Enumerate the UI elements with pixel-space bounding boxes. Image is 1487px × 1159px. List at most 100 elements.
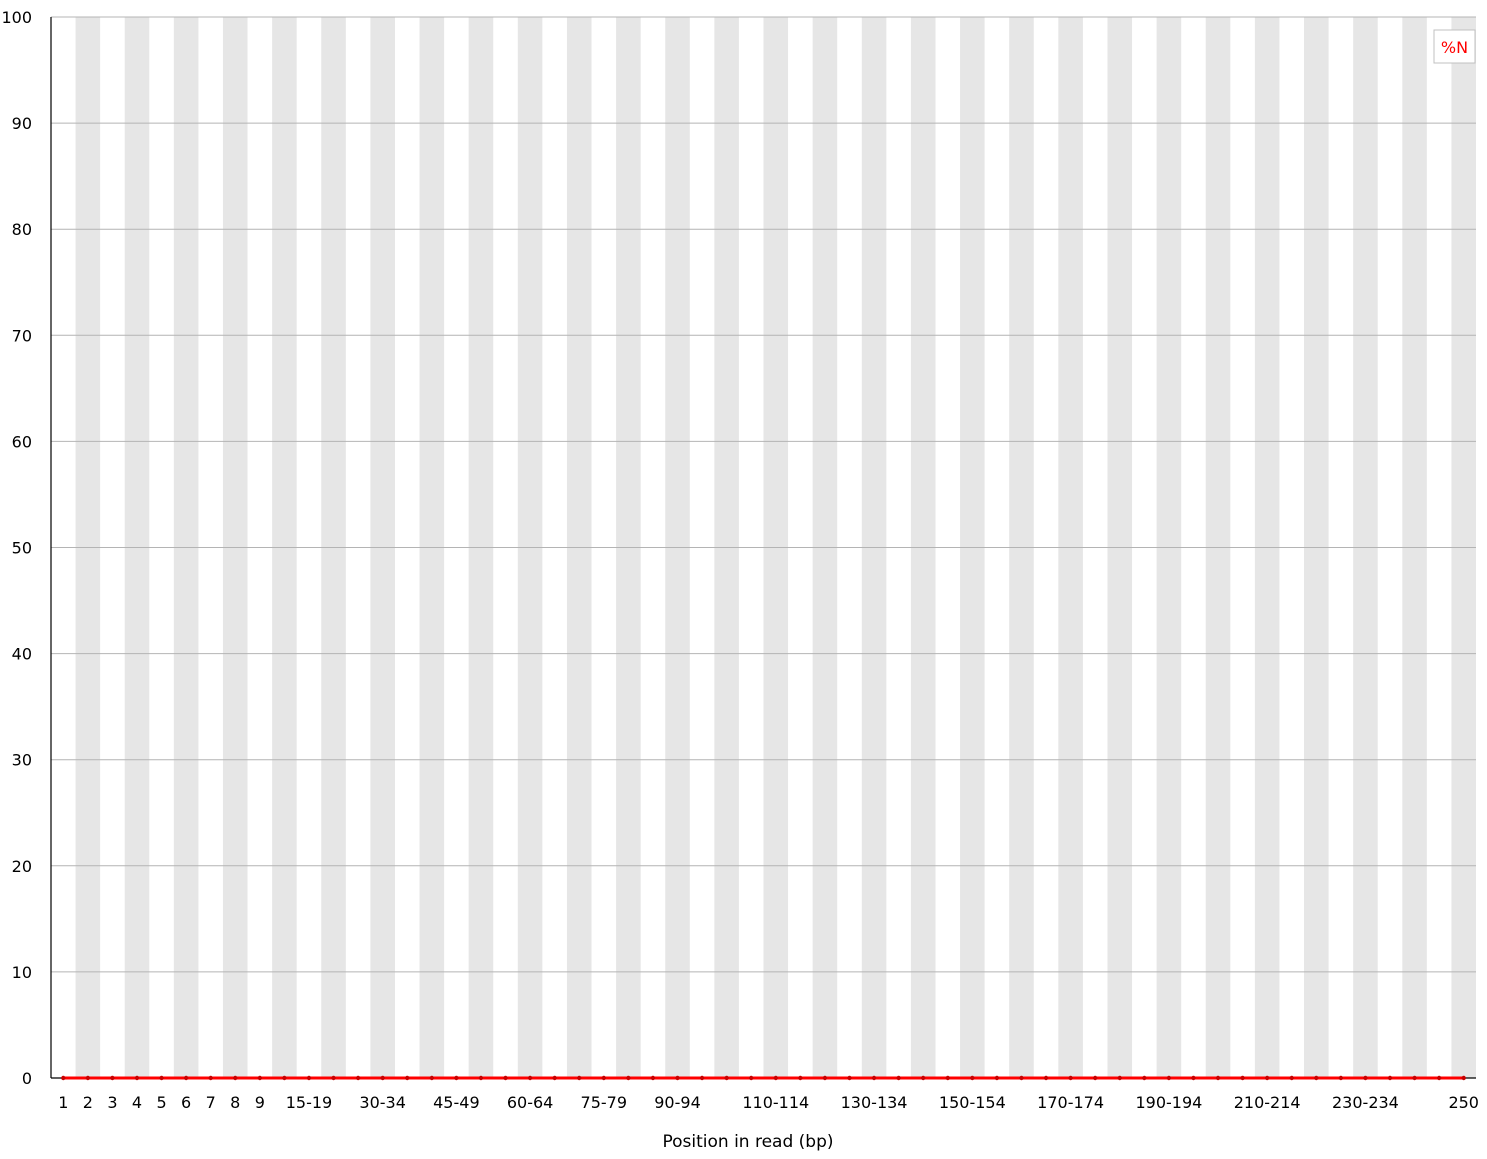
y-tick-label-40: 40 (12, 645, 32, 664)
data-point-245-249 (1436, 1075, 1442, 1081)
data-point-4 (134, 1075, 140, 1081)
y-tick-label-50: 50 (12, 539, 32, 558)
data-point-135-139 (896, 1075, 901, 1081)
x-axis-ticks: 1 2 3 4 5 6 7 8 9 15-19 30-34 45-49 60-64 75-79 90-94 1… (58, 1093, 1479, 1112)
y-tick-label-30: 30 (12, 751, 32, 770)
data-point-205-209 (1240, 1075, 1245, 1081)
data-point-8 (233, 1075, 238, 1081)
x-tick-label-9: 9 (255, 1093, 265, 1112)
data-point-235-239 (1387, 1075, 1393, 1081)
data-point-7 (208, 1075, 213, 1081)
data-point-65-69 (552, 1075, 557, 1081)
x-tick-label-2: 2 (83, 1093, 93, 1112)
y-axis-ticks: 0 10 20 30 40 50 60 70 80 90 100 (1, 8, 32, 1088)
x-tick-label-4: 4 (132, 1093, 142, 1112)
data-point-110-114 (773, 1075, 778, 1081)
data-point-200-204 (1215, 1075, 1221, 1081)
x-tick-label-170-174: 170-174 (1037, 1093, 1104, 1112)
data-point-225-229 (1338, 1075, 1344, 1081)
data-point-55-59 (503, 1075, 508, 1081)
data-point-35-39 (405, 1075, 410, 1081)
data-point-95-99 (699, 1075, 705, 1081)
data-point-150-154 (970, 1075, 975, 1081)
y-tick-label-60: 60 (12, 432, 32, 451)
y-tick-label-70: 70 (12, 326, 32, 345)
y-tick-label-90: 90 (12, 114, 32, 133)
data-point-15-19 (306, 1075, 312, 1081)
data-point-175-179 (1092, 1075, 1098, 1081)
data-point-240-244 (1412, 1075, 1417, 1081)
data-point-155-159 (994, 1075, 1000, 1081)
data-point-3 (110, 1075, 115, 1081)
data-point-165-169 (1043, 1075, 1049, 1081)
x-tick-label-5: 5 (156, 1093, 166, 1112)
x-tick-label-30-34: 30-34 (359, 1093, 406, 1112)
data-point-9 (257, 1075, 263, 1081)
data-point-120-124 (822, 1075, 828, 1081)
x-tick-label-60-64: 60-64 (507, 1093, 554, 1112)
data-point-230-234 (1363, 1075, 1368, 1081)
legend-box (1433, 29, 1476, 64)
data-point-145-149 (945, 1075, 950, 1081)
data-point-115-119 (798, 1075, 803, 1081)
data-point-180-184 (1117, 1075, 1122, 1081)
series-layer (61, 1075, 1466, 1081)
data-point-130-134 (871, 1075, 877, 1081)
y-gridlines (51, 16, 1476, 973)
data-point-75-79 (601, 1075, 607, 1081)
x-tick-label-8: 8 (230, 1093, 240, 1112)
data-point-30-34 (380, 1075, 385, 1081)
x-tick-label-210-214: 210-214 (1234, 1093, 1301, 1112)
x-tick-label-3: 3 (107, 1093, 117, 1112)
x-tick-label-75-79: 75-79 (581, 1093, 628, 1112)
y-tick-label-20: 20 (12, 857, 32, 876)
data-point-140-144 (920, 1075, 926, 1081)
data-point-2 (85, 1075, 91, 1081)
y-tick-label-10: 10 (12, 963, 32, 982)
data-point-25-29 (355, 1075, 361, 1081)
data-point-215-219 (1289, 1075, 1294, 1081)
data-point-125-129 (847, 1075, 852, 1081)
data-point-170-174 (1068, 1075, 1073, 1081)
data-point-70-74 (577, 1075, 582, 1081)
data-point-210-214 (1264, 1075, 1270, 1081)
data-point-85-89 (650, 1075, 656, 1081)
data-point-40-44 (429, 1075, 435, 1081)
x-tick-label-230-234: 230-234 (1332, 1093, 1399, 1112)
x-tick-label-190-194: 190-194 (1135, 1093, 1202, 1112)
data-point-190-194 (1166, 1075, 1172, 1081)
x-tick-label-250: 250 (1448, 1093, 1479, 1112)
data-point-90-94 (675, 1075, 680, 1081)
y-tick-label-100: 100 (1, 8, 32, 27)
data-point-160-164 (1019, 1075, 1024, 1081)
data-point-6 (183, 1075, 189, 1081)
data-point-1 (61, 1075, 66, 1081)
data-point-105-109 (749, 1075, 754, 1081)
y-tick-label-80: 80 (12, 220, 32, 239)
data-point-80-84 (626, 1075, 631, 1081)
x-tick-label-90-94: 90-94 (654, 1093, 701, 1112)
legend: %N (1433, 29, 1476, 64)
data-point-45-49 (454, 1075, 459, 1081)
data-point-220-224 (1314, 1075, 1319, 1081)
data-point-50-54 (478, 1075, 484, 1081)
x-axis-title: Position in read (bp) (662, 1132, 833, 1152)
x-tick-label-7: 7 (206, 1093, 216, 1112)
data-point-195-199 (1191, 1075, 1196, 1081)
data-point-10-14 (282, 1075, 287, 1081)
y-tick-label-0: 0 (22, 1069, 32, 1088)
data-point-185-189 (1142, 1075, 1147, 1081)
x-tick-label-15-19: 15-19 (286, 1093, 333, 1112)
x-tick-label-6: 6 (181, 1093, 191, 1112)
legend-label-series-0: %N (1441, 38, 1468, 57)
data-point-5 (159, 1075, 164, 1081)
x-tick-label-150-154: 150-154 (939, 1093, 1006, 1112)
x-tick-label-130-134: 130-134 (841, 1093, 908, 1112)
x-tick-label-110-114: 110-114 (742, 1093, 809, 1112)
x-tick-label-45-49: 45-49 (433, 1093, 480, 1112)
data-point-250 (1461, 1075, 1466, 1081)
data-point-20-24 (331, 1075, 336, 1081)
x-tick-label-1: 1 (58, 1093, 68, 1112)
data-point-100-104 (724, 1075, 729, 1081)
